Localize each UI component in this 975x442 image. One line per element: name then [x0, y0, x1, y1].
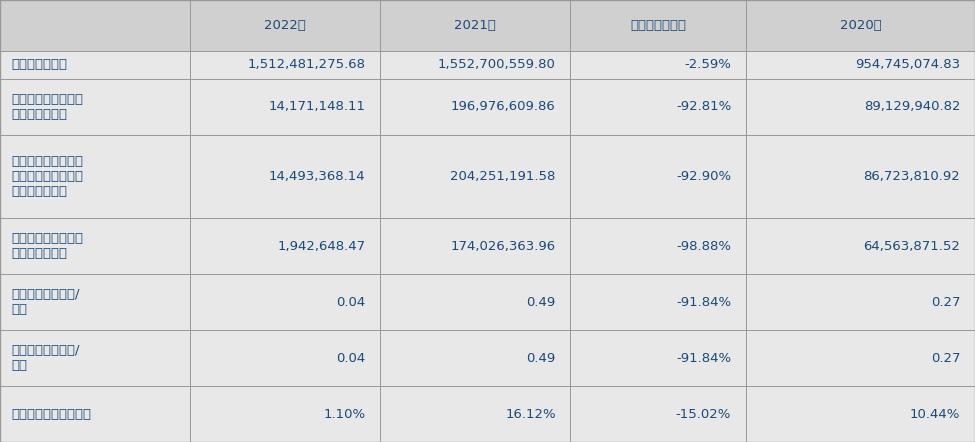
Bar — [380, 135, 570, 218]
Bar — [570, 135, 746, 218]
Text: 16.12%: 16.12% — [505, 408, 556, 420]
Text: 196,976,609.86: 196,976,609.86 — [451, 100, 556, 113]
Bar — [746, 386, 975, 442]
Bar — [570, 79, 746, 135]
Bar — [190, 274, 380, 330]
Text: 954,745,074.83: 954,745,074.83 — [855, 58, 960, 71]
Bar — [746, 218, 975, 274]
Text: 1,512,481,275.68: 1,512,481,275.68 — [248, 58, 366, 71]
Bar — [380, 386, 570, 442]
Bar — [570, 51, 746, 79]
Text: -92.90%: -92.90% — [676, 170, 731, 183]
Text: -92.81%: -92.81% — [676, 100, 731, 113]
Text: 营业收入（元）: 营业收入（元） — [12, 58, 67, 71]
Bar — [746, 330, 975, 386]
Text: 经营活动产生的现金
流量净额（元）: 经营活动产生的现金 流量净额（元） — [12, 232, 84, 260]
Bar — [190, 79, 380, 135]
Bar — [746, 135, 975, 218]
Text: 归属于上市公司股东
的净利润（元）: 归属于上市公司股东 的净利润（元） — [12, 93, 84, 121]
Text: -15.02%: -15.02% — [676, 408, 731, 420]
Text: 0.49: 0.49 — [526, 296, 556, 309]
Text: 本年比上年增减: 本年比上年增减 — [630, 19, 686, 32]
Bar — [0, 330, 190, 386]
Text: -91.84%: -91.84% — [676, 296, 731, 309]
Bar — [190, 218, 380, 274]
Bar — [570, 386, 746, 442]
Text: 86,723,810.92: 86,723,810.92 — [864, 170, 960, 183]
Bar — [380, 51, 570, 79]
Bar — [380, 218, 570, 274]
Bar — [0, 51, 190, 79]
Text: 204,251,191.58: 204,251,191.58 — [450, 170, 556, 183]
Bar — [380, 330, 570, 386]
Bar — [746, 51, 975, 79]
Bar — [0, 135, 190, 218]
Text: -2.59%: -2.59% — [684, 58, 731, 71]
Bar — [190, 330, 380, 386]
Text: -91.84%: -91.84% — [676, 352, 731, 365]
Bar — [190, 135, 380, 218]
Text: 64,563,871.52: 64,563,871.52 — [864, 240, 960, 253]
Bar — [380, 79, 570, 135]
Bar — [0, 79, 190, 135]
Text: 稀释每股收益（元/
股）: 稀释每股收益（元/ 股） — [12, 344, 80, 372]
Bar — [380, 274, 570, 330]
Bar — [570, 218, 746, 274]
Text: 10.44%: 10.44% — [910, 408, 960, 420]
Bar — [570, 330, 746, 386]
Bar — [746, 274, 975, 330]
Text: 0.04: 0.04 — [336, 296, 366, 309]
Text: 0.27: 0.27 — [931, 296, 960, 309]
Text: 2020年: 2020年 — [839, 19, 881, 32]
Bar — [0, 0, 190, 51]
Text: -98.88%: -98.88% — [677, 240, 731, 253]
Text: 14,171,148.11: 14,171,148.11 — [269, 100, 366, 113]
Bar — [746, 79, 975, 135]
Text: 基本每股收益（元/
股）: 基本每股收益（元/ 股） — [12, 288, 80, 316]
Text: 174,026,363.96: 174,026,363.96 — [450, 240, 556, 253]
Text: 加权平均净资产收益率: 加权平均净资产收益率 — [12, 408, 92, 420]
Text: 0.49: 0.49 — [526, 352, 556, 365]
Bar — [570, 0, 746, 51]
Bar — [746, 0, 975, 51]
Bar — [380, 0, 570, 51]
Text: 14,493,368.14: 14,493,368.14 — [269, 170, 366, 183]
Text: 1.10%: 1.10% — [324, 408, 366, 420]
Bar — [570, 274, 746, 330]
Text: 归属于上市公司股东
的扣除非经常性损益
的净利润（元）: 归属于上市公司股东 的扣除非经常性损益 的净利润（元） — [12, 155, 84, 198]
Text: 1,942,648.47: 1,942,648.47 — [278, 240, 366, 253]
Text: 2021年: 2021年 — [454, 19, 496, 32]
Bar — [0, 274, 190, 330]
Bar — [190, 386, 380, 442]
Text: 89,129,940.82: 89,129,940.82 — [864, 100, 960, 113]
Bar — [0, 218, 190, 274]
Text: 0.04: 0.04 — [336, 352, 366, 365]
Text: 1,552,700,559.80: 1,552,700,559.80 — [438, 58, 556, 71]
Bar — [0, 386, 190, 442]
Text: 2022年: 2022年 — [264, 19, 306, 32]
Bar — [190, 51, 380, 79]
Text: 0.27: 0.27 — [931, 352, 960, 365]
Bar — [190, 0, 380, 51]
